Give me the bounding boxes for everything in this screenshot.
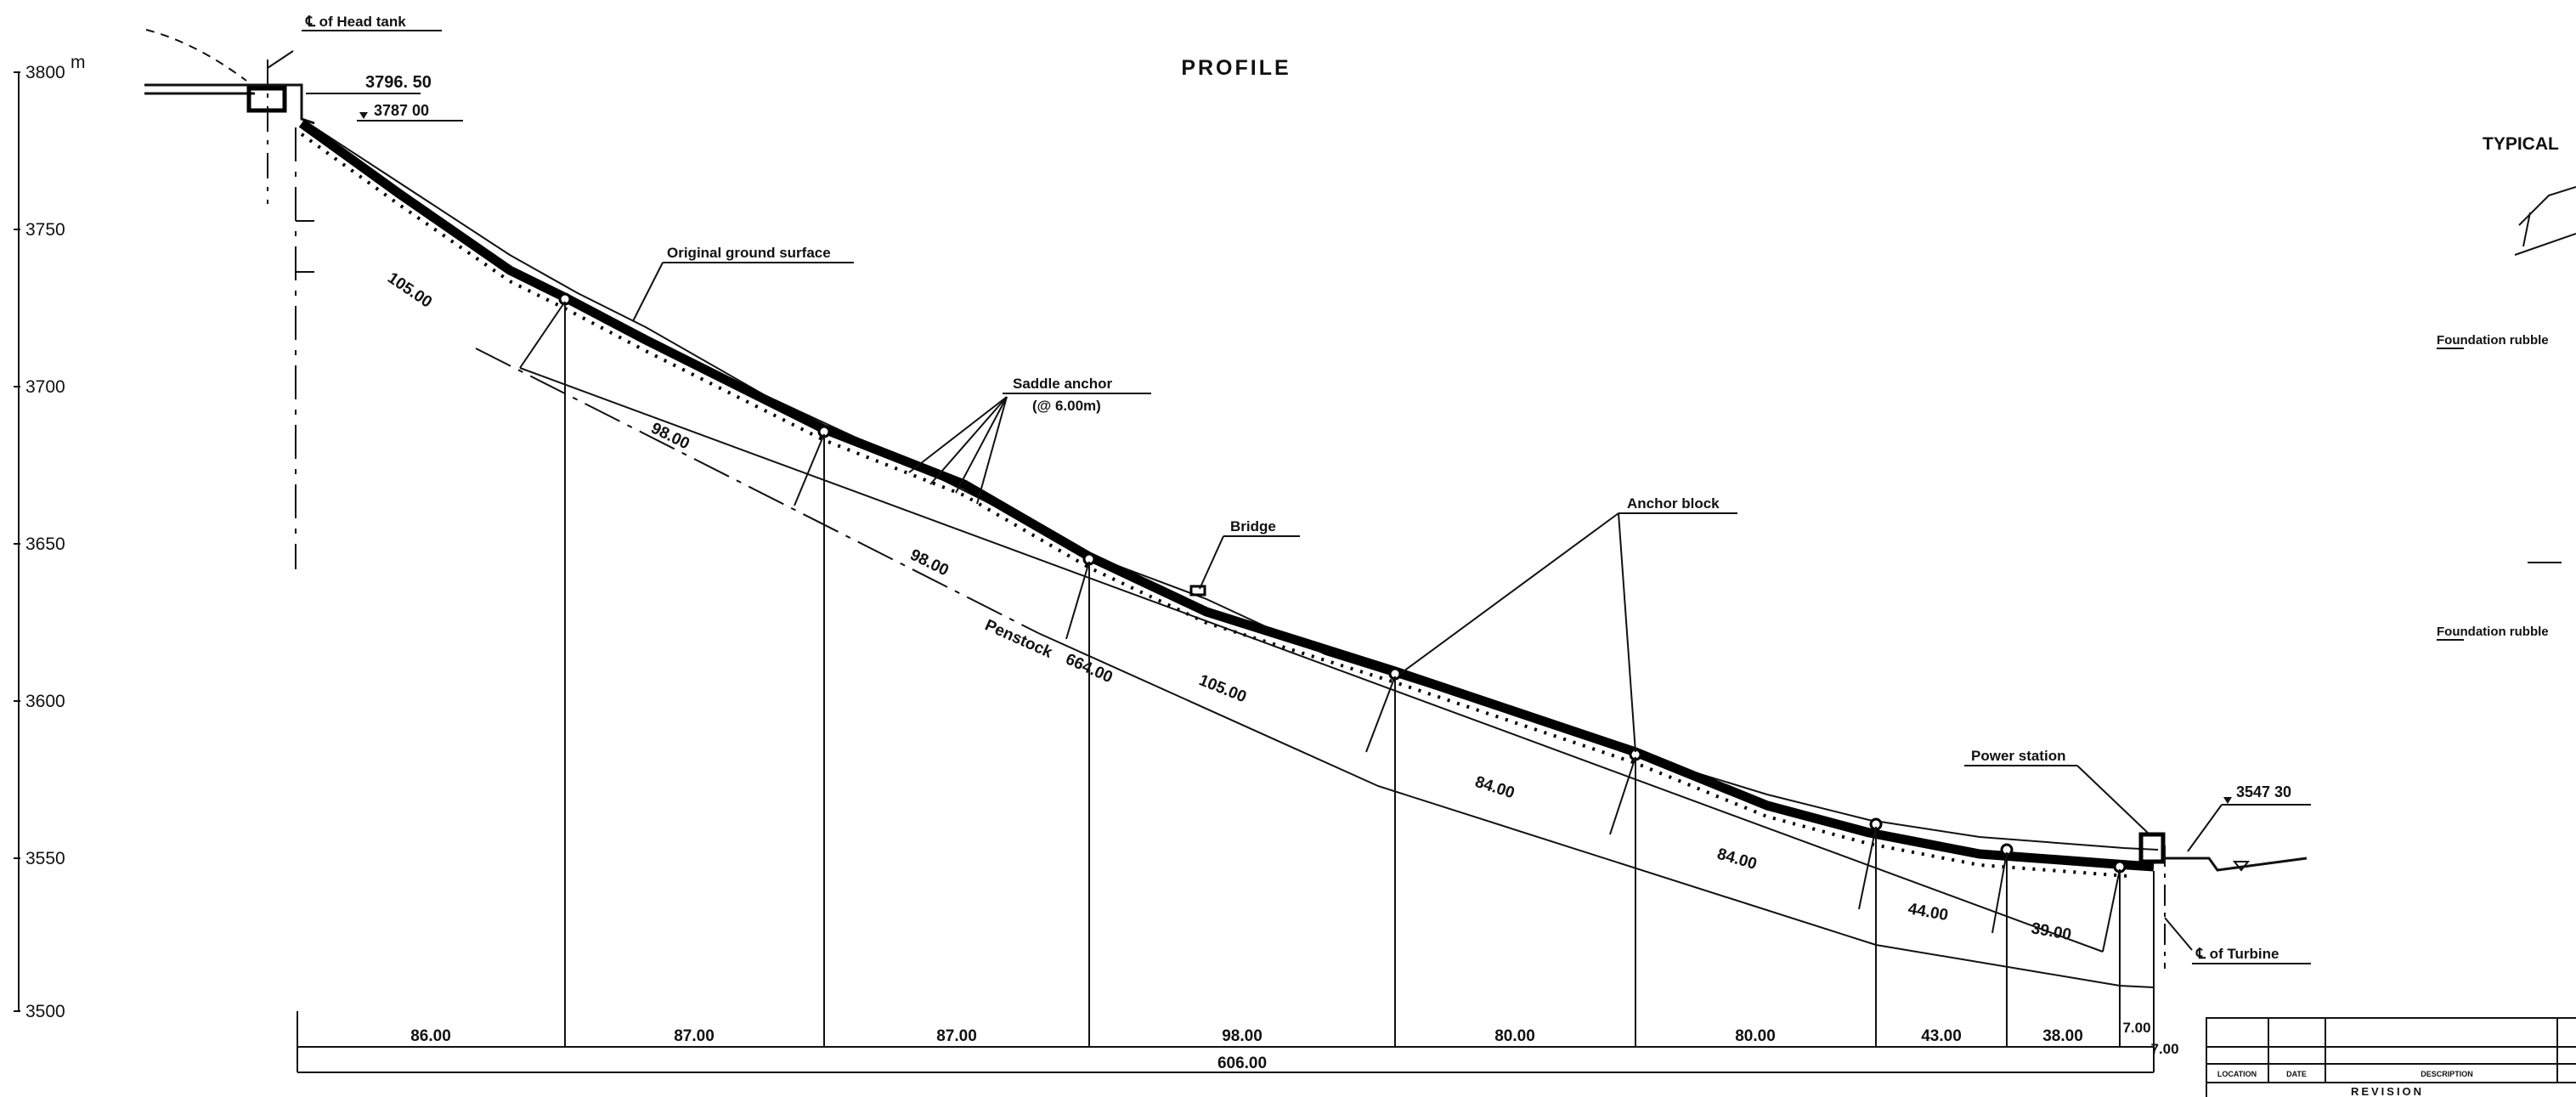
revision-table: LOCATION DATE DESCRIPTION REVISION xyxy=(2206,1017,2576,1097)
slope-length-7: 44.00 xyxy=(1907,900,1949,925)
axis-label-3600: 3600 xyxy=(25,692,65,711)
slope-length-5: 84.00 xyxy=(1472,773,1517,803)
elevation-axis: 3800 m 3750 3700 3650 3600 3550 3500 xyxy=(14,53,86,1021)
penstock-lower-line xyxy=(1037,632,2155,988)
annotations: Original ground surface Saddle anchor (@… xyxy=(632,245,2311,969)
power-station-icon xyxy=(2138,832,2166,864)
anchor-block-label: Anchor block xyxy=(1627,495,1720,512)
power-station-label: Power station xyxy=(1971,748,2065,764)
head-tank-leader xyxy=(267,50,294,69)
typical-section: TYPICAL Foundation rubble Foundation rub… xyxy=(2437,134,2576,641)
horizontal-dimensions: 86.00 87.00 87.00 98.00 80.00 80.00 43.0… xyxy=(297,1020,2179,1073)
typical-section-sketch xyxy=(2514,186,2576,256)
hdim-4: 98.00 xyxy=(1222,1027,1263,1045)
original-ground-label: Original ground surface xyxy=(667,245,831,261)
turbine-label: ℄ of Turbine xyxy=(2195,946,2279,962)
head-tank: ℄ of Head tank 3796. 50 3787 00 xyxy=(144,14,463,569)
slope-length-3: 98.00 xyxy=(907,546,952,580)
axis-label-3700: 3700 xyxy=(25,377,65,397)
upper-ground-line xyxy=(145,29,247,82)
bridge-label: Bridge xyxy=(1230,518,1276,534)
tailwater-triangle-icon xyxy=(2223,797,2232,804)
projection-lines xyxy=(297,302,2155,1072)
slope-dimension-line xyxy=(519,367,2104,953)
penstock-centerline xyxy=(475,348,1039,634)
penstock-label: Penstock xyxy=(982,616,1055,662)
water-level-triangle-icon xyxy=(359,112,368,119)
hdim-6: 80.00 xyxy=(1735,1027,1776,1045)
revision-title: REVISION xyxy=(2351,1085,2424,1097)
hdim-1: 86.00 xyxy=(410,1027,451,1045)
hdim-5: 80.00 xyxy=(1494,1027,1535,1045)
hdim-8: 38.00 xyxy=(2042,1027,2083,1045)
hdim-9: 7.00 xyxy=(2122,1020,2150,1036)
foundation-rubble-1: Foundation rubble xyxy=(2437,333,2549,348)
axis-label-3750: 3750 xyxy=(25,220,65,240)
typical-title: TYPICAL xyxy=(2483,134,2559,154)
axis-unit: m xyxy=(71,53,86,72)
hdim-extra: 7.00 xyxy=(2150,1041,2178,1057)
drawing-title: PROFILE xyxy=(1181,56,1291,80)
head-tank-water-level: 3787 00 xyxy=(374,102,429,119)
water-surface-icon xyxy=(2232,861,2251,872)
head-tank-label: ℄ of Head tank xyxy=(305,14,406,30)
hdim-3: 87.00 xyxy=(936,1027,977,1045)
total-horizontal: 606.00 xyxy=(1217,1055,1267,1072)
axis-label-3650: 3650 xyxy=(25,534,65,554)
anchor-markers xyxy=(558,292,2127,874)
revision-col-description: DESCRIPTION xyxy=(2421,1070,2473,1078)
revision-table-frame xyxy=(2206,1017,2576,1097)
hdim-7: 43.00 xyxy=(1921,1027,1962,1045)
bridge-icon xyxy=(1189,585,1206,597)
revision-col-date: DATE xyxy=(2286,1070,2307,1078)
slope-dimension: 105.00 98.00 98.00 105.00 84.00 84.00 44… xyxy=(384,269,2121,953)
head-tank-level: 3796. 50 xyxy=(365,73,432,92)
axis-label-3500: 3500 xyxy=(25,1002,65,1021)
slope-length-1: 105.00 xyxy=(384,269,435,312)
penstock-hatching xyxy=(300,133,2129,878)
revision-col-location: LOCATION xyxy=(2217,1070,2257,1078)
tailrace-outline xyxy=(2163,857,2308,872)
hdim-2: 87.00 xyxy=(674,1027,715,1045)
saddle-anchor-label: Saddle anchor xyxy=(1013,376,1113,392)
slope-length-4: 105.00 xyxy=(1196,671,1249,706)
slope-length-2: 98.00 xyxy=(648,420,692,454)
head-tank-outline xyxy=(246,83,315,125)
slope-length-6: 84.00 xyxy=(1715,845,1759,874)
original-ground-line xyxy=(301,118,2159,851)
penstock-pipe xyxy=(298,119,2155,872)
foundation-rubble-2: Foundation rubble xyxy=(2437,625,2549,639)
axis-label-3800: 3800 xyxy=(25,63,65,82)
tailwater-level: 3547 30 xyxy=(2236,783,2291,800)
axis-label-3550: 3550 xyxy=(25,849,65,868)
saddle-anchor-spacing: (@ 6.00m) xyxy=(1032,398,1101,414)
slope-length-8: 39.00 xyxy=(2030,919,2072,944)
